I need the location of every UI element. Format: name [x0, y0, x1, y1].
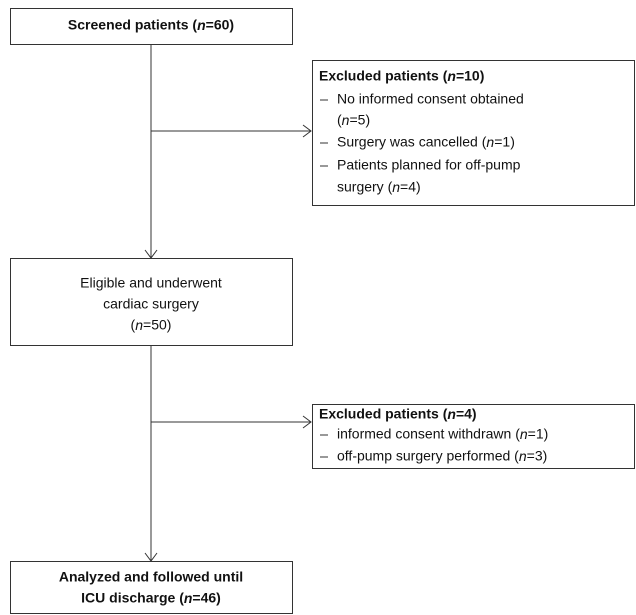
exclusion-title: Excluded patients (n=10): [319, 68, 484, 84]
node-text: Eligible and underwent: [80, 275, 222, 291]
exclusion-title: Excluded patients (n=4): [319, 406, 477, 422]
node-text: ICU discharge (n=46): [81, 590, 221, 606]
node-box: [10, 8, 293, 45]
exclusion-item: informed consent withdrawn (n=1): [337, 426, 548, 442]
node-box: [10, 258, 293, 346]
exclusion-box: [312, 60, 635, 206]
node-text: Analyzed and followed until: [59, 569, 243, 585]
exclusion-item: Surgery was cancelled (n=1): [337, 134, 515, 150]
node-box: [10, 561, 293, 614]
node-text: Screened patients (n=60): [68, 17, 234, 33]
exclusion-item: (n=5): [337, 112, 370, 128]
exclusion-item: Patients planned for off-pump: [337, 157, 521, 173]
arrowhead: [302, 415, 312, 429]
node-text: (n=50): [131, 317, 172, 333]
exclusion-item: off-pump surgery performed (n=3): [337, 448, 547, 464]
exclusion-item: surgery (n=4): [337, 179, 421, 195]
exclusion-box: [312, 404, 635, 469]
node-text: cardiac surgery: [103, 296, 199, 312]
arrowhead: [302, 124, 312, 138]
exclusion-item: No informed consent obtained: [337, 91, 524, 107]
